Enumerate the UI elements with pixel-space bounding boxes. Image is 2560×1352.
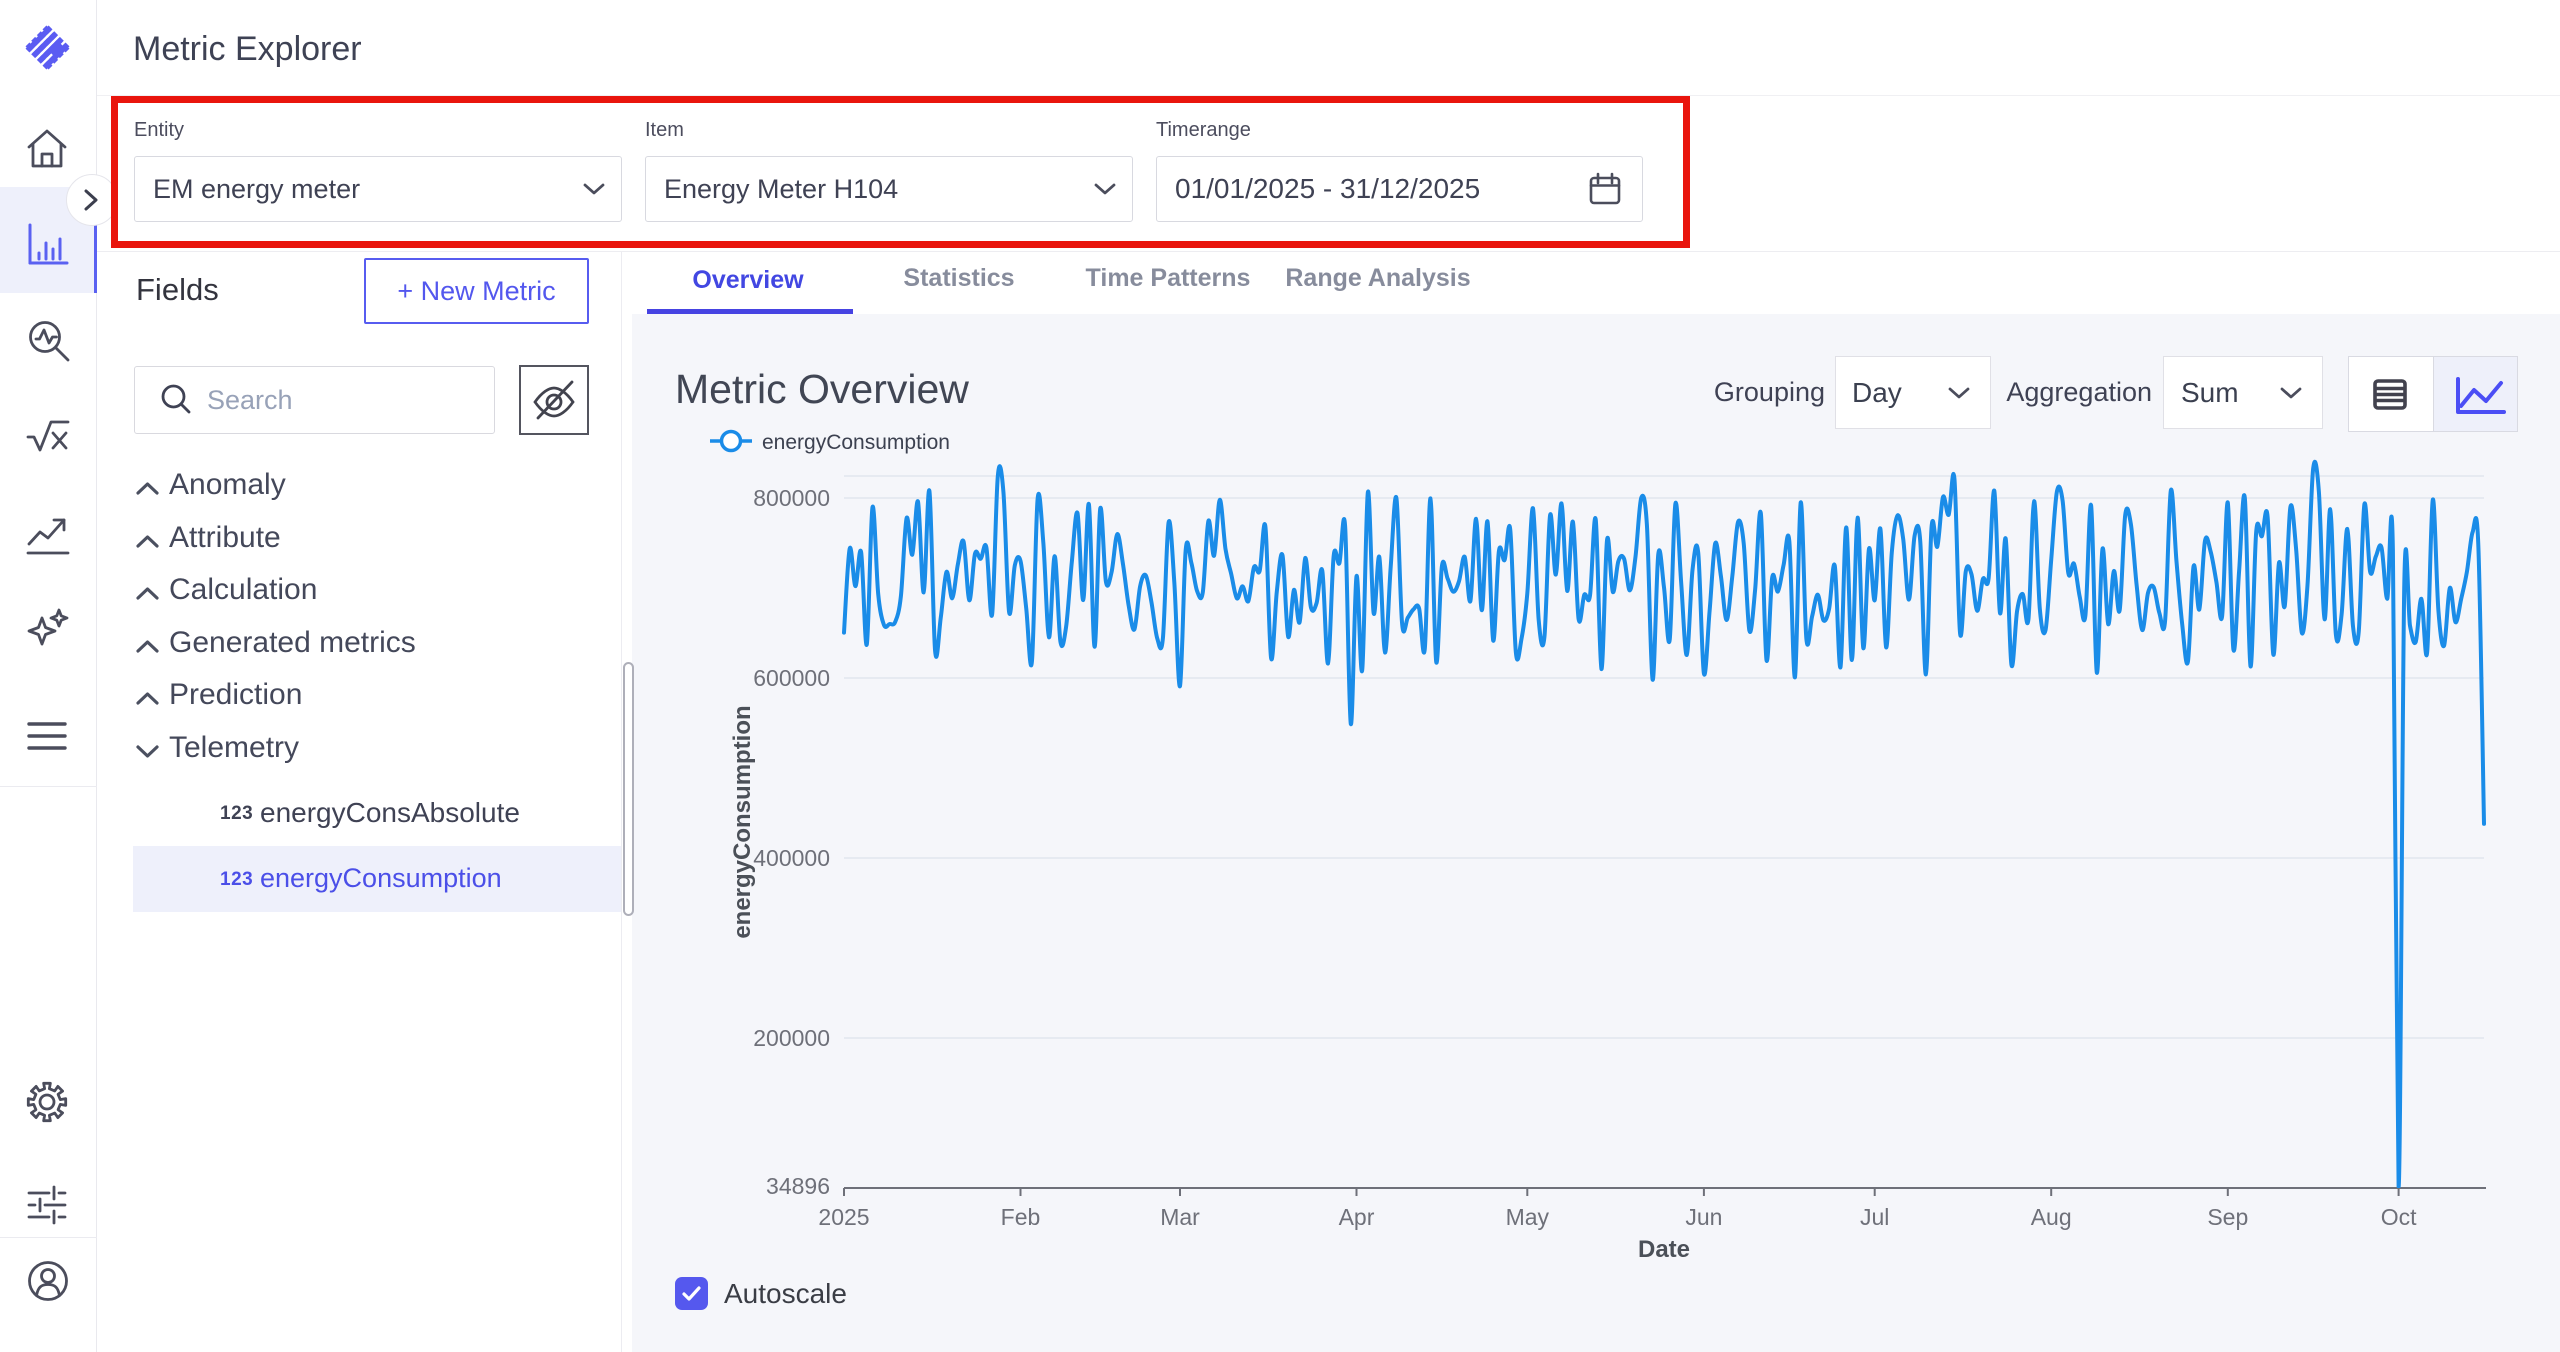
svg-text:Jun: Jun	[1685, 1204, 1722, 1230]
svg-text:Sep: Sep	[2207, 1204, 2248, 1230]
svg-text:800000: 800000	[753, 485, 830, 511]
svg-text:2025: 2025	[818, 1204, 869, 1230]
svg-text:Feb: Feb	[1001, 1204, 1041, 1230]
svg-text:600000: 600000	[753, 665, 830, 691]
svg-text:200000: 200000	[753, 1025, 830, 1051]
svg-text:May: May	[1506, 1204, 1550, 1230]
svg-text:Aug: Aug	[2031, 1204, 2072, 1230]
svg-text:Jul: Jul	[1860, 1204, 1889, 1230]
svg-text:energyConsumption: energyConsumption	[729, 705, 756, 938]
svg-text:energyConsumption: energyConsumption	[762, 431, 950, 454]
svg-text:Oct: Oct	[2381, 1204, 2417, 1230]
svg-text:Mar: Mar	[1160, 1204, 1200, 1230]
svg-text:400000: 400000	[753, 845, 830, 871]
svg-text:Apr: Apr	[1339, 1204, 1375, 1230]
svg-text:34896: 34896	[766, 1173, 830, 1199]
svg-text:Date: Date	[1638, 1236, 1690, 1263]
